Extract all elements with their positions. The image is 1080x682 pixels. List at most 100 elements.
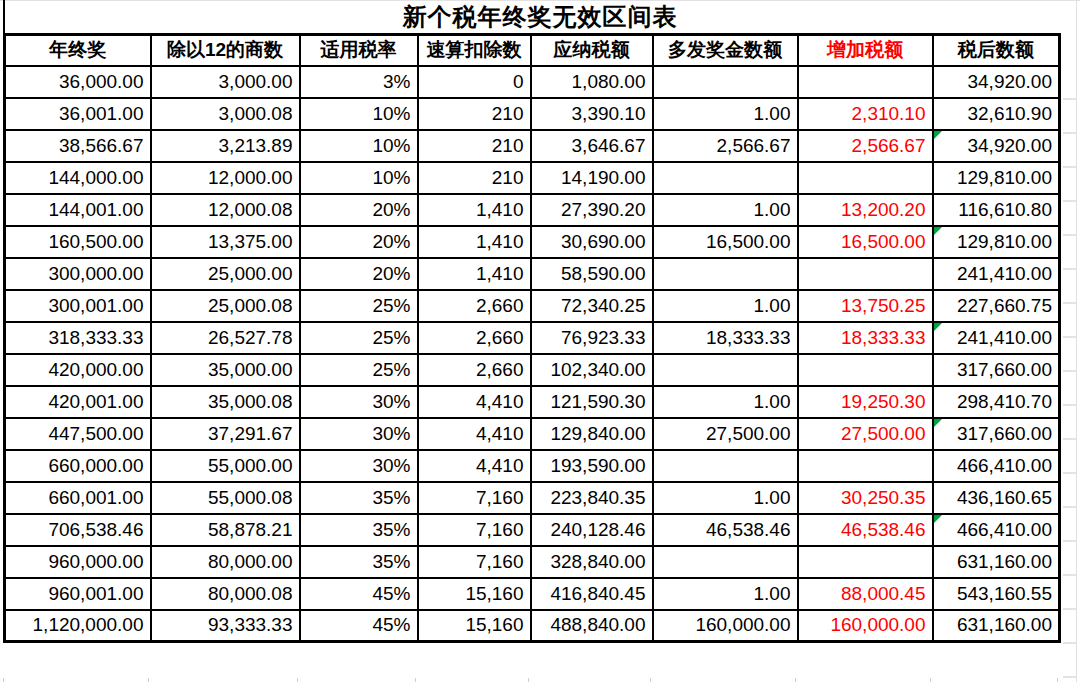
cell-tax[interactable]: 14,190.00 [531, 162, 653, 194]
cell-extra[interactable] [653, 354, 798, 386]
cell-rate[interactable]: 3% [300, 66, 418, 98]
cell-after[interactable]: 32,610.90 [933, 98, 1060, 130]
cell-rate[interactable]: 25% [300, 354, 418, 386]
cell-deduction[interactable]: 15,160 [418, 610, 531, 642]
cell-quotient[interactable]: 26,527.78 [151, 322, 300, 354]
cell-extra[interactable]: 16,500.00 [653, 226, 798, 258]
cell-rate[interactable]: 45% [300, 578, 418, 610]
cell-tax[interactable]: 30,690.00 [531, 226, 653, 258]
cell-bonus[interactable]: 300,000.00 [5, 258, 151, 290]
cell-tax[interactable]: 3,646.67 [531, 130, 653, 162]
cell-added[interactable]: 30,250.35 [798, 482, 933, 514]
cell-extra[interactable]: 1.00 [653, 482, 798, 514]
cell-rate[interactable]: 20% [300, 226, 418, 258]
cell-tax[interactable]: 328,840.00 [531, 546, 653, 578]
cell-quotient[interactable]: 35,000.00 [151, 354, 300, 386]
cell-extra[interactable]: 1.00 [653, 98, 798, 130]
cell-tax[interactable]: 76,923.33 [531, 322, 653, 354]
cell-after[interactable]: 466,410.00 [933, 450, 1060, 482]
cell-added[interactable]: 2,310.10 [798, 98, 933, 130]
cell-quotient[interactable]: 25,000.00 [151, 258, 300, 290]
cell-deduction[interactable]: 210 [418, 162, 531, 194]
cell-bonus[interactable]: 36,000.00 [5, 66, 151, 98]
cell-tax[interactable]: 488,840.00 [531, 610, 653, 642]
cell-added[interactable] [798, 162, 933, 194]
cell-after[interactable]: 466,410.00 [933, 514, 1060, 546]
cell-bonus[interactable]: 660,001.00 [5, 482, 151, 514]
cell-extra[interactable]: 46,538.46 [653, 514, 798, 546]
cell-quotient[interactable]: 80,000.08 [151, 578, 300, 610]
cell-added[interactable]: 46,538.46 [798, 514, 933, 546]
cell-deduction[interactable]: 1,410 [418, 194, 531, 226]
cell-deduction[interactable]: 7,160 [418, 514, 531, 546]
cell-after[interactable]: 543,160.55 [933, 578, 1060, 610]
cell-bonus[interactable]: 38,566.67 [5, 130, 151, 162]
cell-tax[interactable]: 102,340.00 [531, 354, 653, 386]
cell-quotient[interactable]: 3,000.00 [151, 66, 300, 98]
cell-tax[interactable]: 193,590.00 [531, 450, 653, 482]
cell-extra[interactable]: 27,500.00 [653, 418, 798, 450]
column-header-extra[interactable]: 多发奖金数额 [653, 35, 798, 66]
column-header-bonus[interactable]: 年终奖 [5, 35, 151, 66]
cell-added[interactable]: 88,000.45 [798, 578, 933, 610]
cell-after[interactable]: 631,160.00 [933, 610, 1060, 642]
cell-rate[interactable]: 35% [300, 482, 418, 514]
cell-bonus[interactable]: 1,120,000.00 [5, 610, 151, 642]
cell-quotient[interactable]: 25,000.08 [151, 290, 300, 322]
cell-extra[interactable] [653, 450, 798, 482]
cell-tax[interactable]: 129,840.00 [531, 418, 653, 450]
cell-extra[interactable]: 1.00 [653, 386, 798, 418]
cell-after[interactable]: 241,410.00 [933, 258, 1060, 290]
cell-bonus[interactable]: 447,500.00 [5, 418, 151, 450]
cell-quotient[interactable]: 3,213.89 [151, 130, 300, 162]
cell-bonus[interactable]: 160,500.00 [5, 226, 151, 258]
cell-after[interactable]: 34,920.00 [933, 66, 1060, 98]
cell-quotient[interactable]: 3,000.08 [151, 98, 300, 130]
cell-quotient[interactable]: 55,000.00 [151, 450, 300, 482]
cell-quotient[interactable]: 58,878.21 [151, 514, 300, 546]
cell-added[interactable]: 19,250.30 [798, 386, 933, 418]
cell-rate[interactable]: 30% [300, 418, 418, 450]
cell-deduction[interactable]: 0 [418, 66, 531, 98]
cell-after[interactable]: 34,920.00 [933, 130, 1060, 162]
cell-added[interactable] [798, 354, 933, 386]
cell-tax[interactable]: 240,128.46 [531, 514, 653, 546]
cell-added[interactable] [798, 258, 933, 290]
cell-quotient[interactable]: 12,000.00 [151, 162, 300, 194]
cell-after[interactable]: 436,160.65 [933, 482, 1060, 514]
cell-bonus[interactable]: 420,001.00 [5, 386, 151, 418]
cell-added[interactable]: 13,750.25 [798, 290, 933, 322]
cell-extra[interactable]: 2,566.67 [653, 130, 798, 162]
cell-extra[interactable]: 1.00 [653, 578, 798, 610]
cell-tax[interactable]: 223,840.35 [531, 482, 653, 514]
cell-quotient[interactable]: 37,291.67 [151, 418, 300, 450]
cell-deduction[interactable]: 1,410 [418, 226, 531, 258]
cell-after[interactable]: 298,410.70 [933, 386, 1060, 418]
cell-tax[interactable]: 1,080.00 [531, 66, 653, 98]
cell-extra[interactable]: 1.00 [653, 194, 798, 226]
cell-rate[interactable]: 10% [300, 162, 418, 194]
cell-added[interactable] [798, 450, 933, 482]
cell-bonus[interactable]: 36,001.00 [5, 98, 151, 130]
column-header-after[interactable]: 税后数额 [933, 35, 1060, 66]
cell-extra[interactable]: 18,333.33 [653, 322, 798, 354]
cell-after[interactable]: 227,660.75 [933, 290, 1060, 322]
cell-extra[interactable]: 160,000.00 [653, 610, 798, 642]
cell-deduction[interactable]: 210 [418, 98, 531, 130]
cell-added[interactable]: 2,566.67 [798, 130, 933, 162]
cell-extra[interactable]: 1.00 [653, 290, 798, 322]
cell-deduction[interactable]: 4,410 [418, 450, 531, 482]
cell-tax[interactable]: 27,390.20 [531, 194, 653, 226]
cell-bonus[interactable]: 144,001.00 [5, 194, 151, 226]
column-header-tax[interactable]: 应纳税额 [531, 35, 653, 66]
cell-deduction[interactable]: 7,160 [418, 546, 531, 578]
cell-added[interactable]: 16,500.00 [798, 226, 933, 258]
cell-after[interactable]: 129,810.00 [933, 162, 1060, 194]
cell-after[interactable]: 631,160.00 [933, 546, 1060, 578]
cell-quotient[interactable]: 93,333.33 [151, 610, 300, 642]
cell-rate[interactable]: 30% [300, 450, 418, 482]
cell-extra[interactable] [653, 258, 798, 290]
cell-deduction[interactable]: 2,660 [418, 354, 531, 386]
cell-quotient[interactable]: 13,375.00 [151, 226, 300, 258]
cell-after[interactable]: 317,660.00 [933, 354, 1060, 386]
